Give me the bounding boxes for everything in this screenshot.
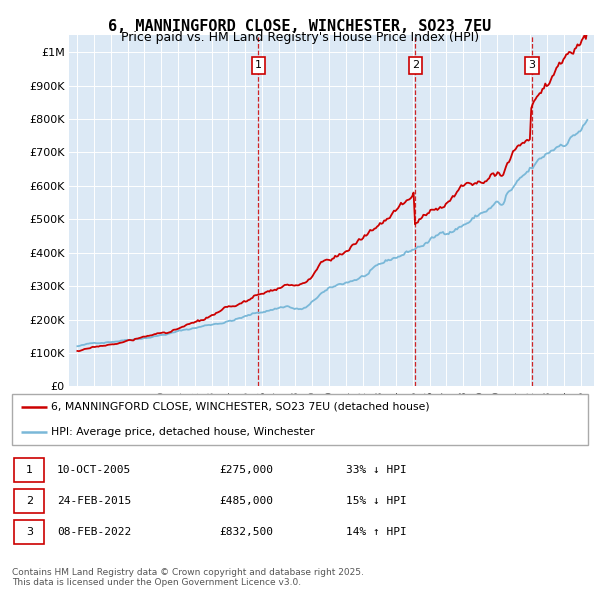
Text: 33% ↓ HPI: 33% ↓ HPI xyxy=(346,465,407,474)
Text: 24-FEB-2015: 24-FEB-2015 xyxy=(57,496,131,506)
Text: 2: 2 xyxy=(412,61,419,70)
Text: 3: 3 xyxy=(529,61,535,70)
Text: 6, MANNINGFORD CLOSE, WINCHESTER, SO23 7EU: 6, MANNINGFORD CLOSE, WINCHESTER, SO23 7… xyxy=(109,19,491,34)
Text: 2: 2 xyxy=(26,496,33,506)
Text: 10-OCT-2005: 10-OCT-2005 xyxy=(57,465,131,474)
Text: £832,500: £832,500 xyxy=(220,527,274,537)
Text: Contains HM Land Registry data © Crown copyright and database right 2025.
This d: Contains HM Land Registry data © Crown c… xyxy=(12,568,364,587)
FancyBboxPatch shape xyxy=(14,520,44,544)
Text: Price paid vs. HM Land Registry's House Price Index (HPI): Price paid vs. HM Land Registry's House … xyxy=(121,31,479,44)
Text: 1: 1 xyxy=(26,465,33,474)
FancyBboxPatch shape xyxy=(12,394,588,445)
Text: 1: 1 xyxy=(255,61,262,70)
Text: £485,000: £485,000 xyxy=(220,496,274,506)
Text: £275,000: £275,000 xyxy=(220,465,274,474)
Text: HPI: Average price, detached house, Winchester: HPI: Average price, detached house, Winc… xyxy=(51,428,315,437)
Text: 15% ↓ HPI: 15% ↓ HPI xyxy=(346,496,407,506)
FancyBboxPatch shape xyxy=(14,489,44,513)
Text: 3: 3 xyxy=(26,527,33,537)
Text: 6, MANNINGFORD CLOSE, WINCHESTER, SO23 7EU (detached house): 6, MANNINGFORD CLOSE, WINCHESTER, SO23 7… xyxy=(51,402,430,411)
Text: 08-FEB-2022: 08-FEB-2022 xyxy=(57,527,131,537)
Text: 14% ↑ HPI: 14% ↑ HPI xyxy=(346,527,407,537)
FancyBboxPatch shape xyxy=(14,458,44,481)
